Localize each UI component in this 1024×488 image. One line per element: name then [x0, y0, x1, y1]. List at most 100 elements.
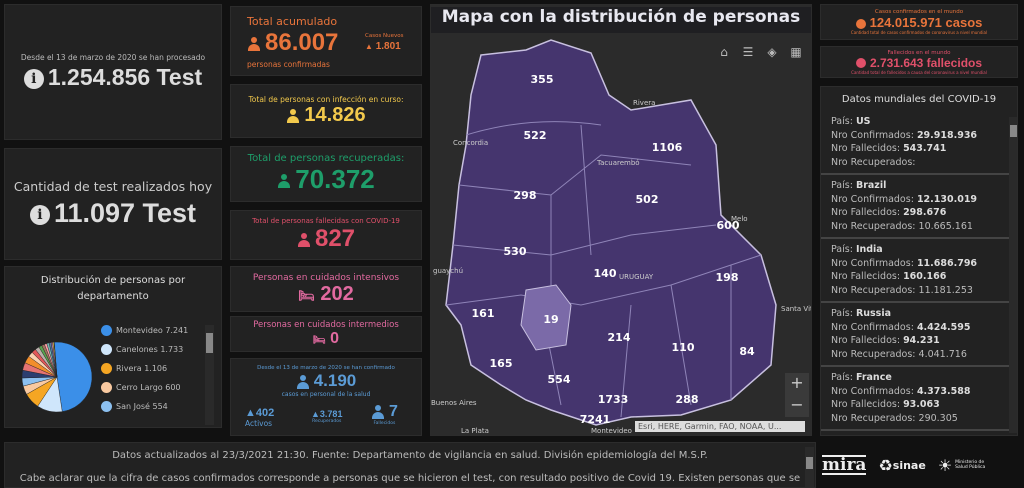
legend-label: San José — [116, 402, 150, 411]
tests-today-value: 11.097 Test — [53, 198, 197, 228]
layers-icon[interactable]: ◈ — [767, 45, 777, 59]
list-icon[interactable]: ☰ — [742, 45, 754, 59]
country-entry[interactable]: País: Brazil Nro Confirmados: 12.130.019… — [821, 175, 1009, 239]
pie-title: Distribución de personas por departament… — [40, 275, 186, 302]
department-count-label: 161 — [472, 307, 495, 320]
health-deceased-label: Fallecidos — [373, 421, 396, 426]
health-card: Desde el 13 de marzo de 2020 se han conf… — [230, 358, 422, 436]
country-key: País: — [831, 244, 853, 255]
world-cases-label: Casos confirmados en el mundo — [874, 9, 964, 15]
person-icon — [247, 36, 261, 51]
department-count-label: 110 — [672, 341, 695, 354]
country-deaths: 543.741 — [903, 143, 947, 154]
department-count-label: 1106 — [652, 141, 683, 154]
world-deaths-card: Fallecidos en el mundo 2.731.643 falleci… — [820, 46, 1018, 78]
legend-item[interactable]: Montevideo 7.241 — [101, 321, 188, 340]
country-entry[interactable]: País: US Nro Confirmados: 29.918.936 Nro… — [821, 111, 1009, 175]
health-deceased-value: 7 — [389, 403, 398, 420]
footer-line-2: Cabe aclarar que la cifra de casos confi… — [19, 473, 801, 484]
confirmed-key: Nro Confirmados: — [831, 385, 914, 397]
map-canvas[interactable]: 355 522 1106 298 502 600 530 140 198 161 19 214 110 8… — [431, 5, 812, 436]
legend-item[interactable]: San José 554 — [101, 397, 188, 416]
place-label: URUGUAY — [619, 273, 654, 281]
deaths-key: Nro Fallecidos: — [831, 399, 901, 410]
confirmed-key: Nro Confirmados: — [831, 257, 914, 269]
department-count-label: 1733 — [598, 393, 629, 406]
zoom-out-button[interactable]: − — [790, 395, 804, 414]
legend-swatch — [101, 344, 112, 355]
country-entry[interactable]: País: Russia Nro Confirmados: 4.424.595 … — [821, 303, 1009, 367]
country-name: Russia — [855, 308, 892, 319]
legend-item[interactable]: Cerro Largo 600 — [101, 378, 188, 397]
country-entry[interactable]: País: United Kingdom Nro Confirmados: 4.… — [821, 431, 1009, 435]
country-entry[interactable]: País: France Nro Confirmados: 4.373.588 … — [821, 367, 1009, 431]
bed-icon: 🛏 — [298, 287, 315, 303]
deaths-key: Nro Fallecidos: — [831, 143, 901, 154]
department-count-label: 288 — [676, 393, 699, 406]
department-count-label: 198 — [716, 271, 739, 284]
footer-line-1: Datos actualizados al 23/3/2021 21:30. F… — [112, 450, 708, 461]
place-label: La Plata — [461, 427, 489, 435]
country-recovered: 290.305 — [918, 412, 958, 424]
zoom-controls: + − — [785, 373, 809, 417]
legend-swatch — [101, 325, 112, 336]
country-confirmed: 11.686.796 — [916, 257, 978, 269]
health-active-value: 402 — [255, 407, 275, 419]
deaths-card: Total de personas fallecidas con COVID-1… — [230, 210, 422, 260]
total-subtitle: personas confirmadas — [247, 60, 330, 69]
department-count-label: 7241 — [580, 413, 611, 426]
active-title: Total de personas con infección en curso… — [248, 95, 404, 104]
person-icon — [297, 232, 311, 247]
legend-swatch — [101, 382, 112, 393]
world-deaths-label: Fallecidos en el mundo — [887, 49, 951, 56]
map-panel: Mapa con la distribución de personas 355… — [430, 4, 812, 436]
legend-item[interactable]: Rivera 1.106 — [101, 359, 188, 378]
footer-notes: Datos actualizados al 23/3/2021 21:30. F… — [4, 442, 816, 488]
department-count-label: 530 — [504, 245, 527, 258]
department-flores[interactable] — [520, 284, 572, 351]
active-card: Total de personas con infección en curso… — [230, 84, 422, 138]
country-key: País: — [831, 180, 853, 191]
sinae-logo: sinae — [892, 458, 926, 472]
place-label: Rivera — [633, 99, 655, 107]
pie-slice[interactable] — [54, 341, 93, 412]
map-attribution[interactable]: Esri, HERE, Garmin, FAO, NOAA, U... — [635, 421, 805, 432]
recovered-key: Nro Recuperados: — [831, 220, 916, 232]
place-label: guaychú — [433, 267, 463, 275]
health-recovered-value: 3.781 — [319, 409, 343, 419]
footer-scrollbar[interactable] — [805, 447, 814, 487]
legend-item[interactable]: Canelones 1.733 — [101, 340, 188, 359]
legend-value: 1.106 — [144, 364, 168, 373]
world-list-scrollbar[interactable] — [1009, 117, 1017, 433]
total-card: Total acumulado 86.007 personas confirma… — [230, 6, 422, 76]
country-name: India — [855, 244, 883, 255]
active-value: 14.826 — [304, 104, 366, 126]
basemap-icon[interactable]: ▦ — [790, 45, 802, 59]
country-name: US — [855, 116, 871, 127]
legend-value: 600 — [165, 383, 181, 392]
pie-slice[interactable] — [53, 341, 58, 378]
tests-total-value: 1.254.856 Test — [47, 64, 203, 90]
legend-scrollbar[interactable] — [205, 325, 214, 425]
confirmed-key: Nro Confirmados: — [831, 321, 914, 333]
zoom-in-button[interactable]: + — [790, 373, 804, 392]
department-count-label: 84 — [739, 345, 755, 358]
country-key: País: — [831, 372, 853, 383]
place-label: Buenos Aires — [431, 399, 477, 407]
home-icon[interactable]: ⌂ — [720, 45, 728, 59]
person-icon: ▲ — [365, 42, 373, 51]
legend-label: Rivera — [116, 364, 142, 373]
person-icon — [371, 404, 385, 419]
country-recovered: 10.665.161 — [918, 220, 973, 232]
msp-emblem-icon: ☀ — [937, 455, 953, 475]
legend-label: Canelones — [116, 345, 158, 354]
country-entry[interactable]: País: India Nro Confirmados: 11.686.796 … — [821, 239, 1009, 303]
department-count-label: 19 — [543, 313, 558, 326]
country-confirmed: 4.373.588 — [916, 385, 971, 397]
new-cases-label: Casos Nuevos — [365, 33, 404, 39]
pie-legend: Montevideo 7.241 Canelones 1.733 Rivera 1.… — [101, 321, 188, 416]
info-icon: i — [23, 68, 44, 89]
legend-value: 554 — [152, 402, 168, 411]
country-name: Brazil — [855, 180, 887, 191]
recovered-card: Total de personas recuperadas: 70.372 — [230, 146, 422, 202]
